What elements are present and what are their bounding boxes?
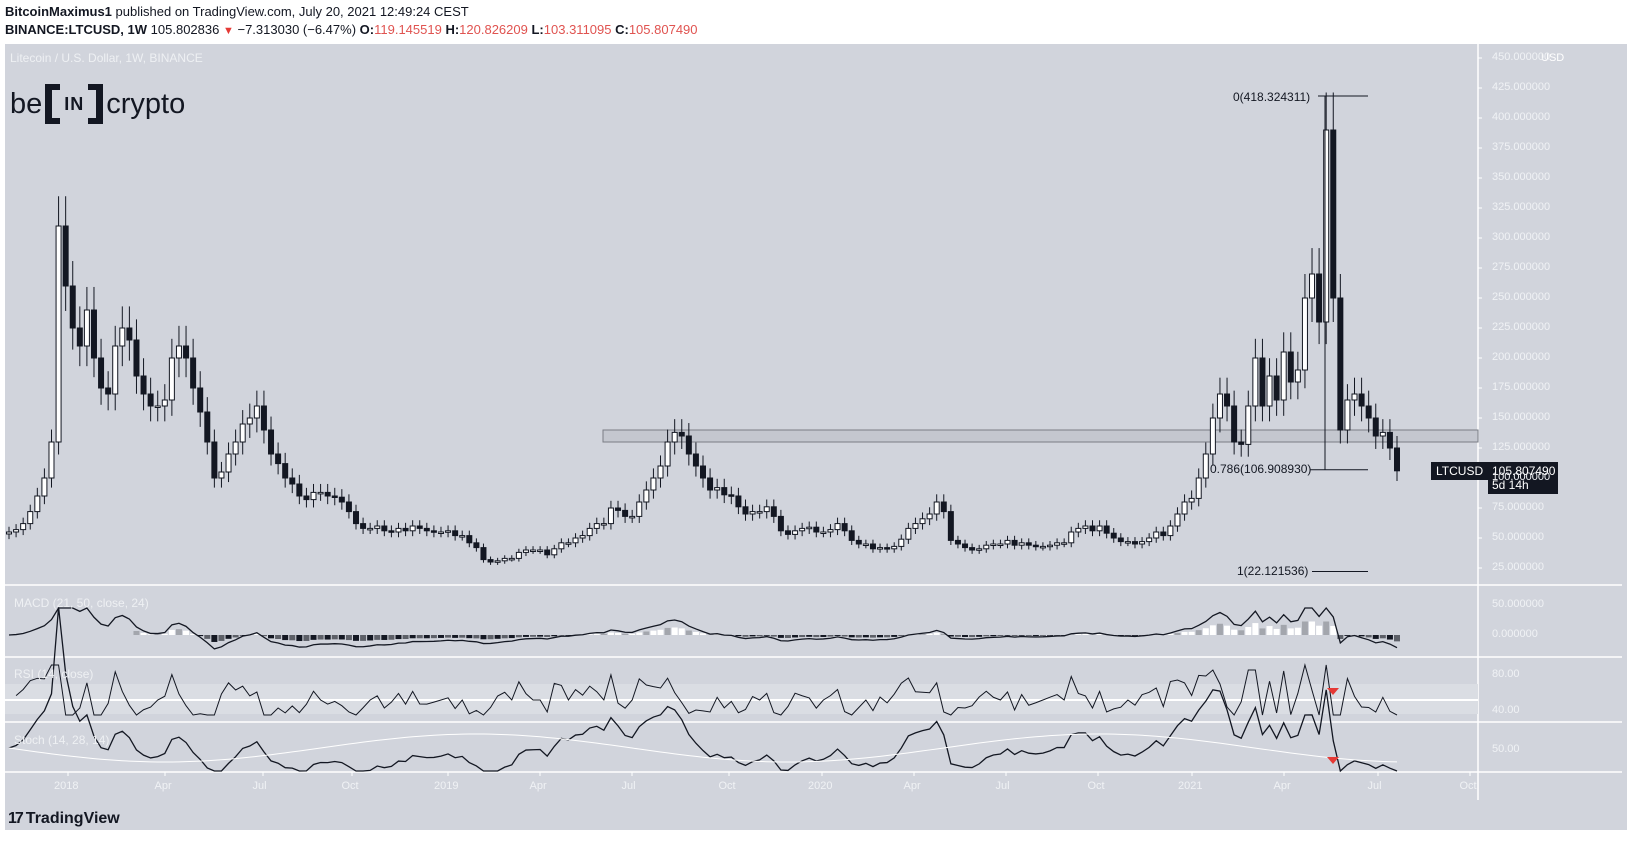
price-tick: 75.000000 — [1492, 501, 1544, 513]
time-tick: Apr — [529, 780, 547, 792]
currency-label: USD — [1539, 52, 1567, 64]
price-tick: 375.000000 — [1492, 141, 1551, 153]
high-label: H: — [445, 22, 460, 37]
time-tick: Oct — [718, 780, 736, 792]
macd-tick: 50.000000 — [1492, 598, 1544, 610]
rsi-tick: 40.00 — [1492, 704, 1520, 716]
price-tick: 275.000000 — [1492, 261, 1551, 273]
last-price-tag: 105.807490 5d 14h — [1488, 462, 1558, 494]
price-tick: 125.000000 — [1492, 441, 1551, 453]
time-tick: Jul — [252, 780, 267, 792]
time-tick: 2019 — [434, 780, 459, 792]
open-label: O: — [359, 22, 375, 37]
time-tick: Oct — [341, 780, 359, 792]
logo-bracket: IN — [45, 83, 104, 125]
price-tick: 175.000000 — [1492, 381, 1551, 393]
time-tick: Apr — [154, 780, 172, 792]
logo-text-right: crypto — [106, 87, 186, 120]
time-tick: 2020 — [808, 780, 833, 792]
price-tick: 425.000000 — [1492, 81, 1551, 93]
price-tick: 325.000000 — [1492, 201, 1551, 213]
price-tick: 200.000000 — [1492, 351, 1551, 363]
down-arrow-icon: ▼ — [222, 25, 234, 37]
price-change: −7.313030 (−6.47%) — [237, 22, 357, 37]
price-tick: 50.000000 — [1492, 531, 1544, 543]
publish-info: BitcoinMaximus1 published on TradingView… — [5, 4, 469, 19]
price-tick: 25.000000 — [1492, 561, 1544, 573]
close-label: C: — [615, 22, 629, 37]
time-tick: 2018 — [54, 780, 79, 792]
time-tick: Jul — [1367, 780, 1382, 792]
macd-tick: 0.000000 — [1492, 628, 1538, 640]
symbol-price-tag: LTCUSD — [1431, 462, 1489, 480]
price-tick: 250.000000 — [1492, 291, 1551, 303]
price-tick: 150.000000 — [1492, 411, 1551, 423]
price-tick: 450.000000 — [1492, 51, 1551, 63]
tradingview-footer[interactable]: 17 TradingView — [8, 810, 120, 828]
price-tick: 100.000000 — [1492, 471, 1551, 483]
stoch-title: Stoch (14, 28, 14) — [14, 733, 110, 747]
published-text: published on TradingView.com, July 20, 2… — [115, 4, 469, 19]
time-tick: 2021 — [1178, 780, 1203, 792]
stoch-tick: 50.00 — [1492, 743, 1520, 755]
low-value: 103.311095 — [543, 22, 612, 37]
time-tick: Jul — [621, 780, 636, 792]
bar-countdown: 5d 14h — [1492, 478, 1529, 492]
time-tick: Oct — [1087, 780, 1105, 792]
price-tick: 300.000000 — [1492, 231, 1551, 243]
tradingview-logo-icon: 17 — [8, 810, 24, 827]
symbol: BINANCE:LTCUSD, 1W — [5, 22, 148, 37]
publisher-name[interactable]: BitcoinMaximus1 — [5, 4, 112, 19]
time-tick: Jul — [995, 780, 1010, 792]
time-tick: Apr — [903, 780, 921, 792]
time-tick: Oct — [1459, 780, 1477, 792]
price-tick: 350.000000 — [1492, 171, 1551, 183]
high-value: 120.826209 — [459, 22, 528, 37]
price-tick: 400.000000 — [1492, 111, 1551, 123]
beincrypto-logo: be IN crypto — [10, 83, 186, 125]
rsi-title: RSI (14, close) — [14, 667, 94, 681]
fib-0786-label: 0.786(106.908930) — [1210, 462, 1312, 476]
fib-0-label: 0(418.324311) — [1233, 90, 1311, 104]
low-label: L: — [531, 22, 544, 37]
fib-1-label: 1(22.121536) — [1237, 564, 1309, 578]
last-price: 105.802836 — [150, 22, 220, 37]
time-tick: Apr — [1273, 780, 1291, 792]
tradingview-brand: TradingView — [25, 810, 120, 827]
chart-watermark: Litecoin / U.S. Dollar, 1W, BINANCE — [10, 51, 203, 65]
last-price-value: 105.807490 — [1492, 464, 1556, 478]
rsi-tick: 80.00 — [1492, 668, 1520, 680]
open-value: 119.145519 — [374, 22, 442, 37]
symbol-info: BINANCE:LTCUSD, 1W 105.802836 ▼ −7.31303… — [5, 22, 698, 37]
price-tick: 225.000000 — [1492, 321, 1551, 333]
logo-text-left: be — [10, 87, 43, 120]
close-value: 105.807490 — [628, 22, 698, 37]
macd-title: MACD (21, 50, close, 24) — [14, 596, 149, 610]
